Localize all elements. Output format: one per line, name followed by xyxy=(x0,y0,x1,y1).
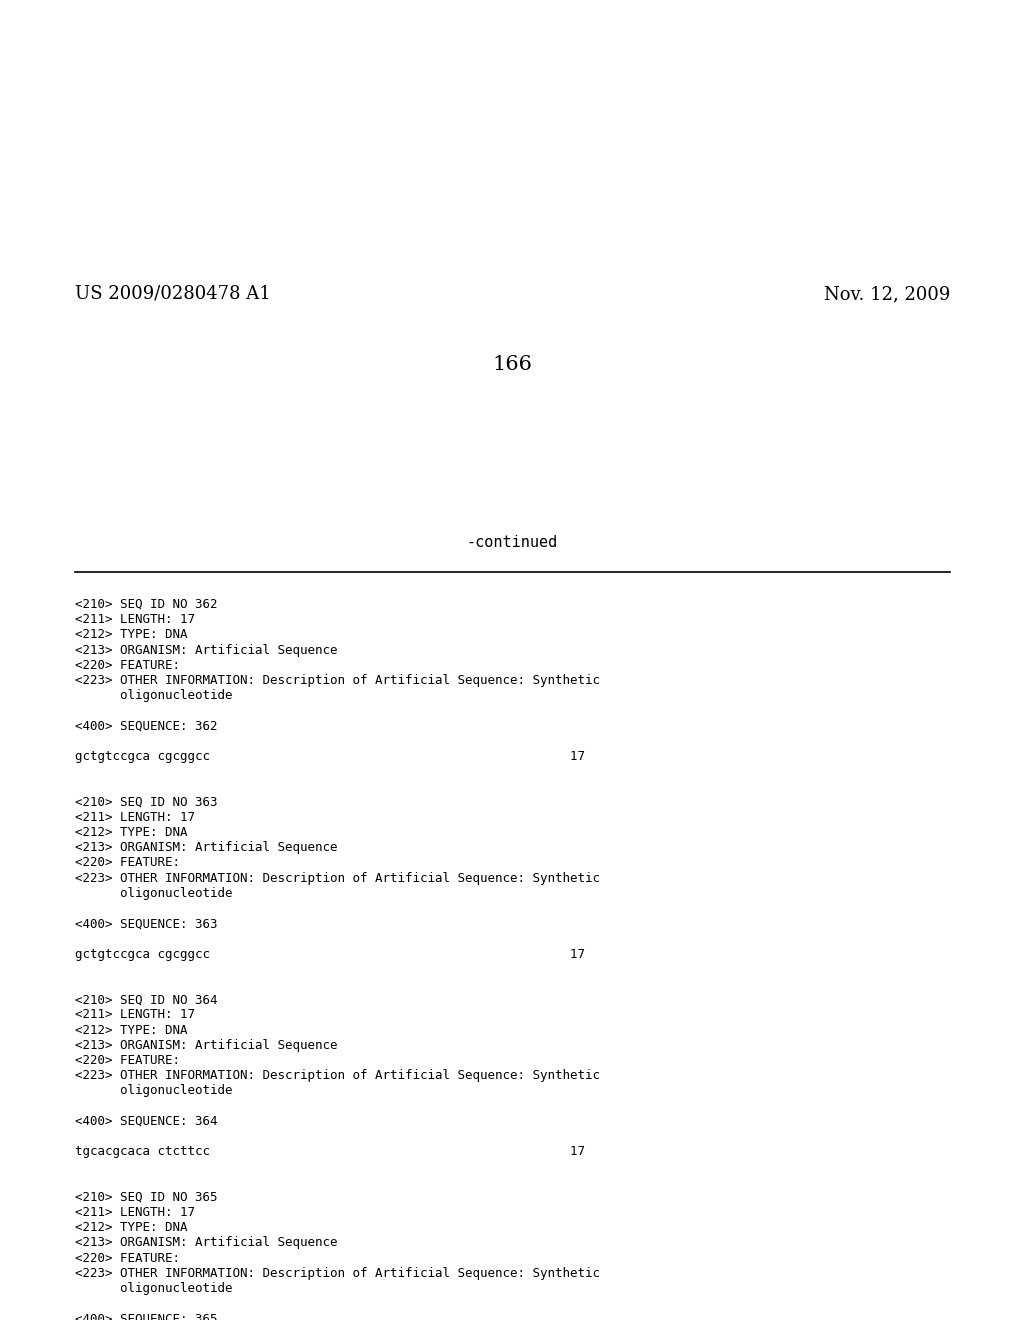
Text: <223> OTHER INFORMATION: Description of Artificial Sequence: Synthetic: <223> OTHER INFORMATION: Description of … xyxy=(75,675,600,686)
Text: <400> SEQUENCE: 364: <400> SEQUENCE: 364 xyxy=(75,1115,217,1127)
Text: <223> OTHER INFORMATION: Description of Artificial Sequence: Synthetic: <223> OTHER INFORMATION: Description of … xyxy=(75,1069,600,1082)
Text: Nov. 12, 2009: Nov. 12, 2009 xyxy=(823,285,950,304)
Text: <223> OTHER INFORMATION: Description of Artificial Sequence: Synthetic: <223> OTHER INFORMATION: Description of … xyxy=(75,1267,600,1280)
Text: <212> TYPE: DNA: <212> TYPE: DNA xyxy=(75,1023,187,1036)
Text: <211> LENGTH: 17: <211> LENGTH: 17 xyxy=(75,614,195,626)
Text: <211> LENGTH: 17: <211> LENGTH: 17 xyxy=(75,810,195,824)
Text: gctgtccgca cgcggcc                                                17: gctgtccgca cgcggcc 17 xyxy=(75,750,585,763)
Text: <400> SEQUENCE: 365: <400> SEQUENCE: 365 xyxy=(75,1312,217,1320)
Text: oligonucleotide: oligonucleotide xyxy=(75,1085,232,1097)
Text: <212> TYPE: DNA: <212> TYPE: DNA xyxy=(75,826,187,840)
Text: <212> TYPE: DNA: <212> TYPE: DNA xyxy=(75,1221,187,1234)
Text: <210> SEQ ID NO 362: <210> SEQ ID NO 362 xyxy=(75,598,217,611)
Text: oligonucleotide: oligonucleotide xyxy=(75,689,232,702)
Text: <213> ORGANISM: Artificial Sequence: <213> ORGANISM: Artificial Sequence xyxy=(75,841,338,854)
Text: -continued: -continued xyxy=(466,535,558,550)
Text: <212> TYPE: DNA: <212> TYPE: DNA xyxy=(75,628,187,642)
Text: <220> FEATURE:: <220> FEATURE: xyxy=(75,1251,180,1265)
Text: <210> SEQ ID NO 363: <210> SEQ ID NO 363 xyxy=(75,796,217,809)
Text: oligonucleotide: oligonucleotide xyxy=(75,1282,232,1295)
Text: <220> FEATURE:: <220> FEATURE: xyxy=(75,659,180,672)
Text: <220> FEATURE:: <220> FEATURE: xyxy=(75,857,180,870)
Text: <400> SEQUENCE: 362: <400> SEQUENCE: 362 xyxy=(75,719,217,733)
Text: <223> OTHER INFORMATION: Description of Artificial Sequence: Synthetic: <223> OTHER INFORMATION: Description of … xyxy=(75,871,600,884)
Text: oligonucleotide: oligonucleotide xyxy=(75,887,232,900)
Text: <213> ORGANISM: Artificial Sequence: <213> ORGANISM: Artificial Sequence xyxy=(75,644,338,656)
Text: <220> FEATURE:: <220> FEATURE: xyxy=(75,1053,180,1067)
Text: 166: 166 xyxy=(493,355,531,374)
Text: <400> SEQUENCE: 363: <400> SEQUENCE: 363 xyxy=(75,917,217,931)
Text: <211> LENGTH: 17: <211> LENGTH: 17 xyxy=(75,1008,195,1022)
Text: US 2009/0280478 A1: US 2009/0280478 A1 xyxy=(75,285,270,304)
Text: <210> SEQ ID NO 364: <210> SEQ ID NO 364 xyxy=(75,993,217,1006)
Text: tgcacgcaca ctcttcc                                                17: tgcacgcaca ctcttcc 17 xyxy=(75,1146,585,1158)
Text: gctgtccgca cgcggcc                                                17: gctgtccgca cgcggcc 17 xyxy=(75,948,585,961)
Text: <213> ORGANISM: Artificial Sequence: <213> ORGANISM: Artificial Sequence xyxy=(75,1039,338,1052)
Text: <213> ORGANISM: Artificial Sequence: <213> ORGANISM: Artificial Sequence xyxy=(75,1237,338,1250)
Text: <210> SEQ ID NO 365: <210> SEQ ID NO 365 xyxy=(75,1191,217,1204)
Text: <211> LENGTH: 17: <211> LENGTH: 17 xyxy=(75,1206,195,1218)
